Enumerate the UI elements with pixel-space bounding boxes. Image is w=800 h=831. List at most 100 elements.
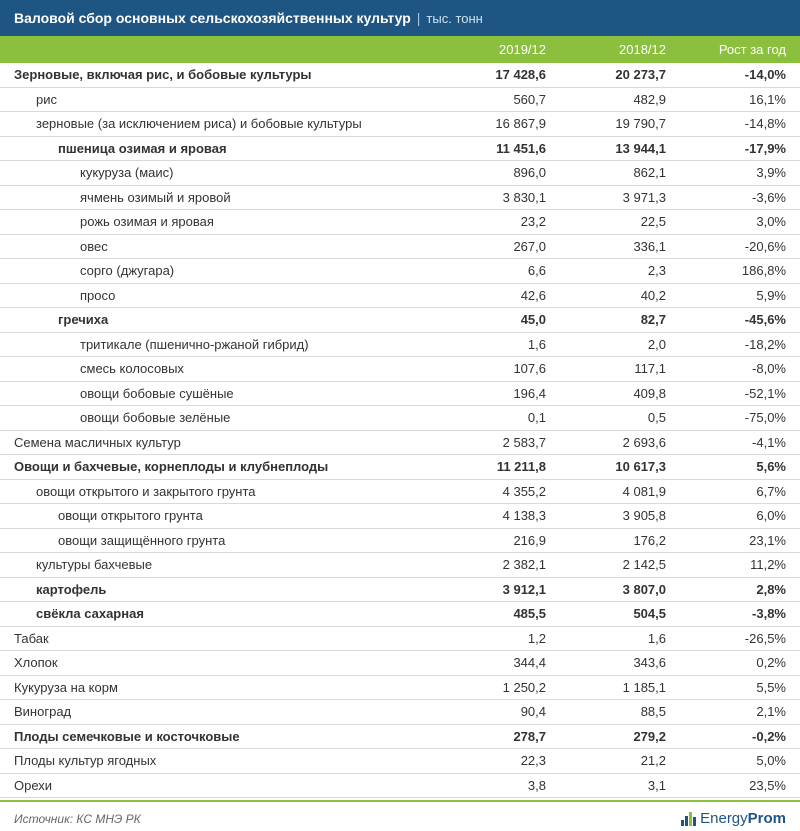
row-value-2018: 19 790,7 <box>546 114 666 134</box>
title-unit: тыс. тонн <box>426 11 482 26</box>
row-value-2019: 6,6 <box>426 261 546 281</box>
row-name: Плоды культур ягодных <box>14 751 426 771</box>
column-header-2019: 2019/12 <box>426 42 546 57</box>
row-name: сорго (джугара) <box>14 261 426 281</box>
logo: EnergyProm <box>681 810 786 827</box>
row-name: Хлопок <box>14 653 426 673</box>
row-value-growth: -4,1% <box>666 433 786 453</box>
table-row: овощи защищённого грунта216,9176,223,1% <box>0 529 800 554</box>
row-name: свёкла сахарная <box>14 604 426 624</box>
row-name: просо <box>14 286 426 306</box>
row-value-growth: -17,9% <box>666 139 786 159</box>
table-row: сорго (джугара)6,62,3186,8% <box>0 259 800 284</box>
row-value-growth: 6,7% <box>666 482 786 502</box>
table-row: овощи открытого и закрытого грунта4 355,… <box>0 480 800 505</box>
table-row: овес267,0336,1-20,6% <box>0 235 800 260</box>
row-value-growth: -8,0% <box>666 359 786 379</box>
row-value-2018: 117,1 <box>546 359 666 379</box>
row-value-growth: 186,8% <box>666 261 786 281</box>
row-value-growth: 5,6% <box>666 457 786 477</box>
row-value-growth: 5,9% <box>666 286 786 306</box>
row-value-2018: 2,0 <box>546 335 666 355</box>
row-value-2018: 3 807,0 <box>546 580 666 600</box>
row-value-growth: -75,0% <box>666 408 786 428</box>
logo-text-1: Energy <box>700 810 748 827</box>
table-row: культуры бахчевые2 382,12 142,511,2% <box>0 553 800 578</box>
table-row: кукуруза (маис)896,0862,13,9% <box>0 161 800 186</box>
row-value-2019: 11 211,8 <box>426 457 546 477</box>
row-value-growth: 2,1% <box>666 702 786 722</box>
row-value-2018: 862,1 <box>546 163 666 183</box>
table-row: Овощи и бахчевые, корнеплоды и клубнепло… <box>0 455 800 480</box>
row-name: овощи бобовые сушёные <box>14 384 426 404</box>
row-value-2019: 1 250,2 <box>426 678 546 698</box>
title-main: Валовой сбор основных сельскохозяйственн… <box>14 10 411 26</box>
table-row: Орехи3,83,123,5% <box>0 774 800 799</box>
row-value-growth: 11,2% <box>666 555 786 575</box>
table-row: Табак1,21,6-26,5% <box>0 627 800 652</box>
table-row: рис560,7482,916,1% <box>0 88 800 113</box>
table-row: Кукуруза на корм1 250,21 185,15,5% <box>0 676 800 701</box>
table-row: рожь озимая и яровая23,222,53,0% <box>0 210 800 235</box>
row-value-2019: 344,4 <box>426 653 546 673</box>
row-name: ячмень озимый и яровой <box>14 188 426 208</box>
row-value-growth: -14,8% <box>666 114 786 134</box>
row-value-growth: -18,2% <box>666 335 786 355</box>
row-value-2018: 482,9 <box>546 90 666 110</box>
row-value-growth: 5,5% <box>666 678 786 698</box>
table-row: смесь колосовых107,6117,1-8,0% <box>0 357 800 382</box>
row-name: овощи защищённого грунта <box>14 531 426 551</box>
row-value-2018: 343,6 <box>546 653 666 673</box>
row-name: овощи бобовые зелёные <box>14 408 426 428</box>
table-row: свёкла сахарная485,5504,5-3,8% <box>0 602 800 627</box>
table-row: Хлопок344,4343,60,2% <box>0 651 800 676</box>
row-value-2019: 16 867,9 <box>426 114 546 134</box>
row-value-2019: 23,2 <box>426 212 546 232</box>
row-name: тритикале (пшенично-ржаной гибрид) <box>14 335 426 355</box>
row-value-2018: 409,8 <box>546 384 666 404</box>
table-row: Плоды семечковые и косточковые278,7279,2… <box>0 725 800 750</box>
table-row: картофель3 912,13 807,02,8% <box>0 578 800 603</box>
row-value-growth: 3,9% <box>666 163 786 183</box>
row-value-growth: 23,1% <box>666 531 786 551</box>
table-row: тритикале (пшенично-ржаной гибрид)1,62,0… <box>0 333 800 358</box>
row-name: гречиха <box>14 310 426 330</box>
row-name: овес <box>14 237 426 257</box>
row-value-2019: 45,0 <box>426 310 546 330</box>
row-value-growth: -20,6% <box>666 237 786 257</box>
row-value-growth: -26,5% <box>666 629 786 649</box>
table-row: овощи бобовые зелёные0,10,5-75,0% <box>0 406 800 431</box>
row-name: Кукуруза на корм <box>14 678 426 698</box>
row-name: рожь озимая и яровая <box>14 212 426 232</box>
row-name: овощи открытого грунта <box>14 506 426 526</box>
row-value-growth: -3,8% <box>666 604 786 624</box>
row-value-2019: 17 428,6 <box>426 65 546 85</box>
row-name: Табак <box>14 629 426 649</box>
row-value-2018: 13 944,1 <box>546 139 666 159</box>
row-value-growth: 5,0% <box>666 751 786 771</box>
table-body: Зерновые, включая рис, и бобовые культур… <box>0 63 800 798</box>
row-value-2018: 1 185,1 <box>546 678 666 698</box>
title-bar: Валовой сбор основных сельскохозяйственн… <box>0 0 800 36</box>
row-value-2018: 2 693,6 <box>546 433 666 453</box>
row-value-2019: 2 583,7 <box>426 433 546 453</box>
table-row: ячмень озимый и яровой3 830,13 971,3-3,6… <box>0 186 800 211</box>
row-name: овощи открытого и закрытого грунта <box>14 482 426 502</box>
logo-text-2: Prom <box>748 810 786 827</box>
row-value-2018: 82,7 <box>546 310 666 330</box>
row-value-2019: 107,6 <box>426 359 546 379</box>
row-value-growth: 6,0% <box>666 506 786 526</box>
row-value-2018: 4 081,9 <box>546 482 666 502</box>
row-value-2019: 560,7 <box>426 90 546 110</box>
row-value-2019: 2 382,1 <box>426 555 546 575</box>
row-name: Плоды семечковые и косточковые <box>14 727 426 747</box>
row-value-growth: 23,5% <box>666 776 786 796</box>
row-value-2018: 2,3 <box>546 261 666 281</box>
row-value-2019: 196,4 <box>426 384 546 404</box>
source-text: Источник: КС МНЭ РК <box>14 812 141 826</box>
report-container: Валовой сбор основных сельскохозяйственн… <box>0 0 800 831</box>
logo-bars-icon <box>681 812 696 826</box>
row-value-2019: 3 830,1 <box>426 188 546 208</box>
row-value-growth: -45,6% <box>666 310 786 330</box>
row-value-growth: -0,2% <box>666 727 786 747</box>
